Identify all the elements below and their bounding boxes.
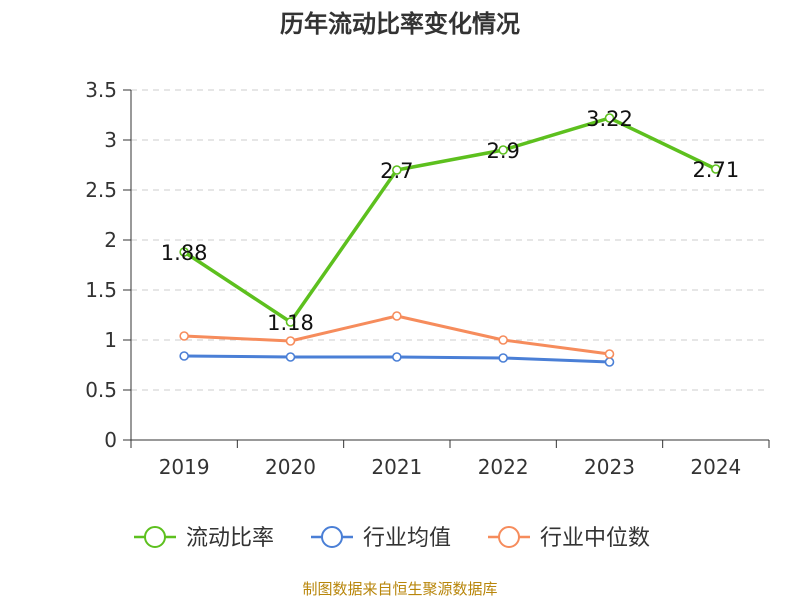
chart-title: 历年流动比率变化情况 [280, 10, 520, 38]
data-point[interactable] [711, 164, 721, 174]
x-tick-label: 2023 [584, 455, 635, 479]
axes: 0 0.5 1 1.5 2 2.5 3 3.5 2019 2020 2021 2022 2023 2024 [85, 78, 770, 479]
data-label: 2.71 [692, 158, 739, 182]
data-labels: 1.88 1.18 2.7 2.9 3.22 2.71 [161, 107, 739, 335]
legend-marker [144, 526, 166, 548]
data-label: 2.9 [486, 139, 519, 163]
series-group [179, 113, 721, 367]
data-point[interactable] [285, 336, 296, 346]
x-tick-label: 2022 [478, 455, 529, 479]
y-tick-label: 2 [104, 228, 117, 252]
x-tick-label: 2024 [690, 455, 741, 479]
legend-label: 行业中位数 [540, 526, 650, 551]
y-tick-label: 1 [104, 328, 117, 352]
data-point[interactable] [392, 311, 402, 321]
data-point[interactable] [179, 331, 189, 341]
series-line-流动比率 [183, 116, 717, 324]
legend-item-行业均值[interactable]: 行业均值 [311, 526, 451, 551]
data-label: 2.7 [380, 159, 413, 183]
series-line-行业中位数 [184, 314, 610, 356]
data-point[interactable] [498, 145, 508, 155]
legend-item-流动比率[interactable]: 流动比率 [134, 526, 274, 551]
legend-marker [498, 526, 520, 548]
legend-marker [321, 526, 343, 548]
data-point[interactable] [604, 113, 615, 123]
data-point[interactable] [285, 317, 296, 327]
data-label: 1.88 [161, 241, 208, 265]
data-label: 1.18 [267, 311, 314, 335]
y-tick-label: 1.5 [85, 278, 117, 302]
data-point[interactable] [179, 247, 189, 257]
x-tick-label: 2021 [371, 455, 422, 479]
y-tick-label: 0.5 [85, 378, 117, 402]
legend-label: 行业均值 [363, 526, 451, 551]
y-tick-label: 2.5 [85, 178, 117, 202]
legend-label: 流动比率 [186, 526, 274, 551]
data-point[interactable] [392, 352, 402, 362]
data-point[interactable] [498, 353, 508, 363]
y-tick-label: 3 [104, 128, 117, 152]
data-point[interactable] [285, 352, 296, 362]
legend[interactable]: 流动比率 行业均值 行业中位数 [134, 526, 650, 551]
gridlines [131, 89, 769, 391]
legend-item-行业中位数[interactable]: 行业中位数 [488, 526, 650, 551]
y-tick-label: 3.5 [85, 78, 117, 102]
y-tick-label: 0 [104, 428, 117, 452]
x-tick-label: 2019 [159, 455, 210, 479]
source-note: 制图数据来自恒生聚源数据库 [302, 580, 497, 598]
x-tick-label: 2020 [265, 455, 316, 479]
data-point[interactable] [498, 335, 508, 345]
data-point[interactable] [604, 357, 615, 367]
data-point[interactable] [604, 349, 615, 359]
data-point[interactable] [392, 165, 402, 175]
data-point[interactable] [179, 351, 189, 361]
data-label: 3.22 [586, 107, 633, 131]
